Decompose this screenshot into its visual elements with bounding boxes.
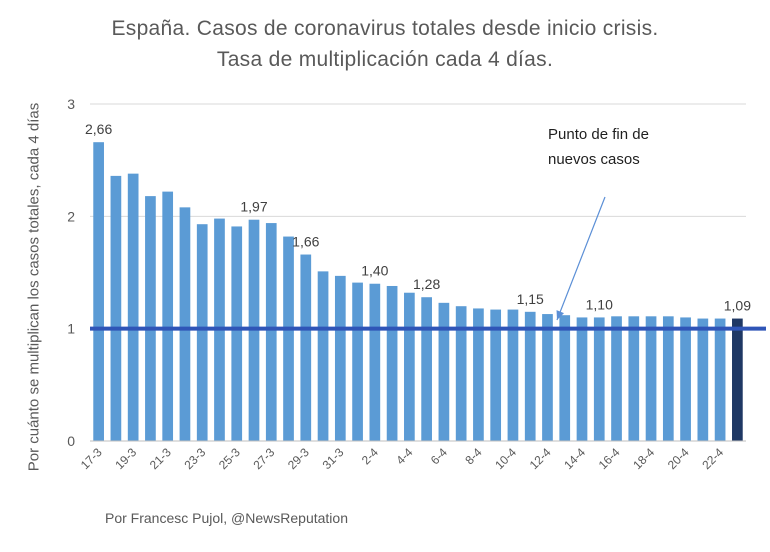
- bar: [179, 207, 191, 441]
- bar: [127, 173, 139, 441]
- x-tick-label: 23-3: [181, 445, 208, 472]
- bar: [386, 285, 398, 441]
- bar: [473, 308, 484, 441]
- bar: [697, 318, 709, 441]
- x-tick-label: 19-3: [112, 445, 139, 472]
- bar: [524, 311, 536, 441]
- bar: [93, 142, 104, 441]
- x-tick-label: 22-4: [699, 445, 726, 472]
- y-tick-label: 2: [67, 208, 75, 224]
- x-tick-label: 25-3: [216, 445, 243, 472]
- annotation-line-1: Punto de fin de: [548, 126, 649, 143]
- bar: [455, 306, 467, 441]
- bar: [593, 317, 605, 441]
- x-tick-label: 4-4: [393, 445, 415, 467]
- bar: [645, 316, 657, 441]
- data-label: 1,97: [240, 199, 267, 215]
- bar: [283, 236, 294, 441]
- x-tick-label: 10-4: [492, 445, 519, 472]
- x-tick-label: 18-4: [630, 445, 657, 472]
- bar: [196, 224, 208, 441]
- x-tick-label: 16-4: [596, 445, 623, 472]
- data-label: 1,66: [292, 234, 319, 250]
- chart-title: España. Casos de coronavirus totales des…: [111, 17, 659, 40]
- x-tick-label: 8-4: [462, 445, 484, 467]
- x-tick-label: 2-4: [359, 445, 381, 467]
- y-tick-label: 3: [67, 96, 75, 112]
- annotation-text: Punto de fin de nuevos casos: [548, 122, 688, 172]
- bar: [559, 315, 571, 441]
- bar: [231, 226, 243, 441]
- data-label: 1,28: [413, 276, 440, 292]
- bar: [680, 317, 691, 441]
- bar: [352, 282, 363, 441]
- x-tick-label: 17-3: [78, 445, 105, 472]
- annotation-line-2: nuevos casos: [548, 151, 640, 168]
- data-label: 2,66: [85, 121, 112, 137]
- bar: [542, 314, 553, 441]
- bar: [507, 309, 519, 441]
- x-tick-label: 29-3: [285, 445, 312, 472]
- bar: [490, 309, 502, 441]
- source-credit: Por Francesc Pujol, @NewsReputation: [105, 510, 348, 526]
- x-tick-label: 14-4: [561, 445, 588, 472]
- x-tick-label: 20-4: [665, 445, 692, 472]
- y-tick-label: 0: [67, 433, 75, 449]
- bar: [628, 316, 640, 441]
- annotation-arrowhead: [556, 310, 564, 320]
- bar: [421, 297, 432, 441]
- bar: [265, 223, 277, 441]
- data-label: 1,09: [724, 298, 751, 314]
- bar: [714, 318, 726, 441]
- y-tick-label: 1: [67, 321, 75, 337]
- bar: [369, 283, 381, 441]
- bar: [438, 302, 450, 441]
- x-tick-label: 31-3: [320, 445, 347, 472]
- annotation-arrow: [556, 196, 606, 321]
- bar: [576, 317, 588, 441]
- bar: [611, 316, 622, 441]
- bar: [334, 275, 346, 441]
- x-tick-label: 12-4: [527, 445, 554, 472]
- data-label: 1,40: [361, 263, 388, 279]
- bar: [162, 191, 174, 441]
- bar: [404, 292, 415, 441]
- bar: [300, 254, 312, 441]
- bar: [145, 196, 156, 441]
- bar: [662, 316, 674, 441]
- bar: [110, 175, 122, 442]
- x-tick-label: 27-3: [250, 445, 277, 472]
- x-tick-label: 6-4: [428, 445, 450, 467]
- data-label: 1,10: [586, 296, 613, 312]
- bar: [732, 318, 743, 441]
- x-tick-label: 21-3: [147, 445, 174, 472]
- data-label: 1,15: [517, 291, 544, 307]
- bar: [317, 271, 329, 441]
- chart-subtitle: Tasa de multiplicación cada 4 días.: [216, 48, 554, 71]
